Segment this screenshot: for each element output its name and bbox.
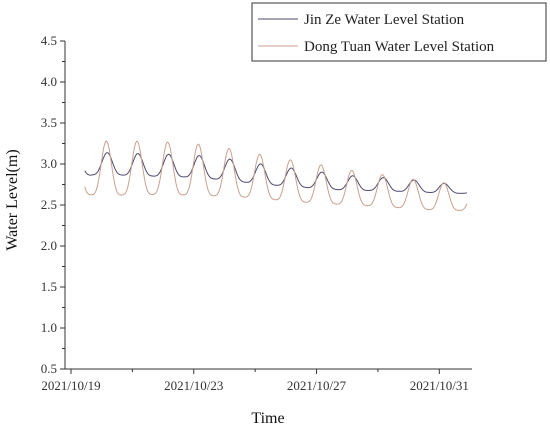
axes: 0.5 1.0 1.5 2.0 2.5 3.0 3.5 4.0 4.5 2021/10/19 202…: [41, 33, 472, 393]
y-tick-label: 2.0: [41, 238, 57, 253]
y-tick-label: 4.0: [41, 74, 57, 89]
legend-label-jin-ze: Jin Ze Water Level Station: [304, 12, 465, 28]
series-line-jin-ze: [84, 152, 468, 194]
legend: Jin Ze Water Level Station Dong Tuan Wat…: [251, 2, 547, 62]
x-tick-label: 2021/10/19: [41, 378, 100, 393]
y-tick-label: 0.5: [41, 361, 57, 376]
x-axis-title: Time: [251, 410, 284, 427]
legend-label-dong-tuan: Dong Tuan Water Level Station: [304, 39, 495, 55]
y-tick-label: 3.0: [41, 156, 57, 171]
x-tick-label: 2021/10/27: [287, 378, 347, 393]
series-line-dong-tuan: [84, 140, 468, 211]
x-tick-label: 2021/10/31: [410, 378, 469, 393]
y-tick-label: 1.5: [41, 279, 57, 294]
y-tick-label: 4.5: [41, 33, 57, 48]
x-tick-label: 2021/10/23: [164, 378, 223, 393]
y-tick-label: 3.5: [41, 115, 57, 130]
y-tick-label: 2.5: [41, 197, 57, 212]
y-axis-title: Water Level(m): [4, 149, 21, 250]
series-lines: [84, 140, 468, 211]
legend-box: [251, 2, 547, 62]
y-tick-label: 1.0: [41, 320, 57, 335]
